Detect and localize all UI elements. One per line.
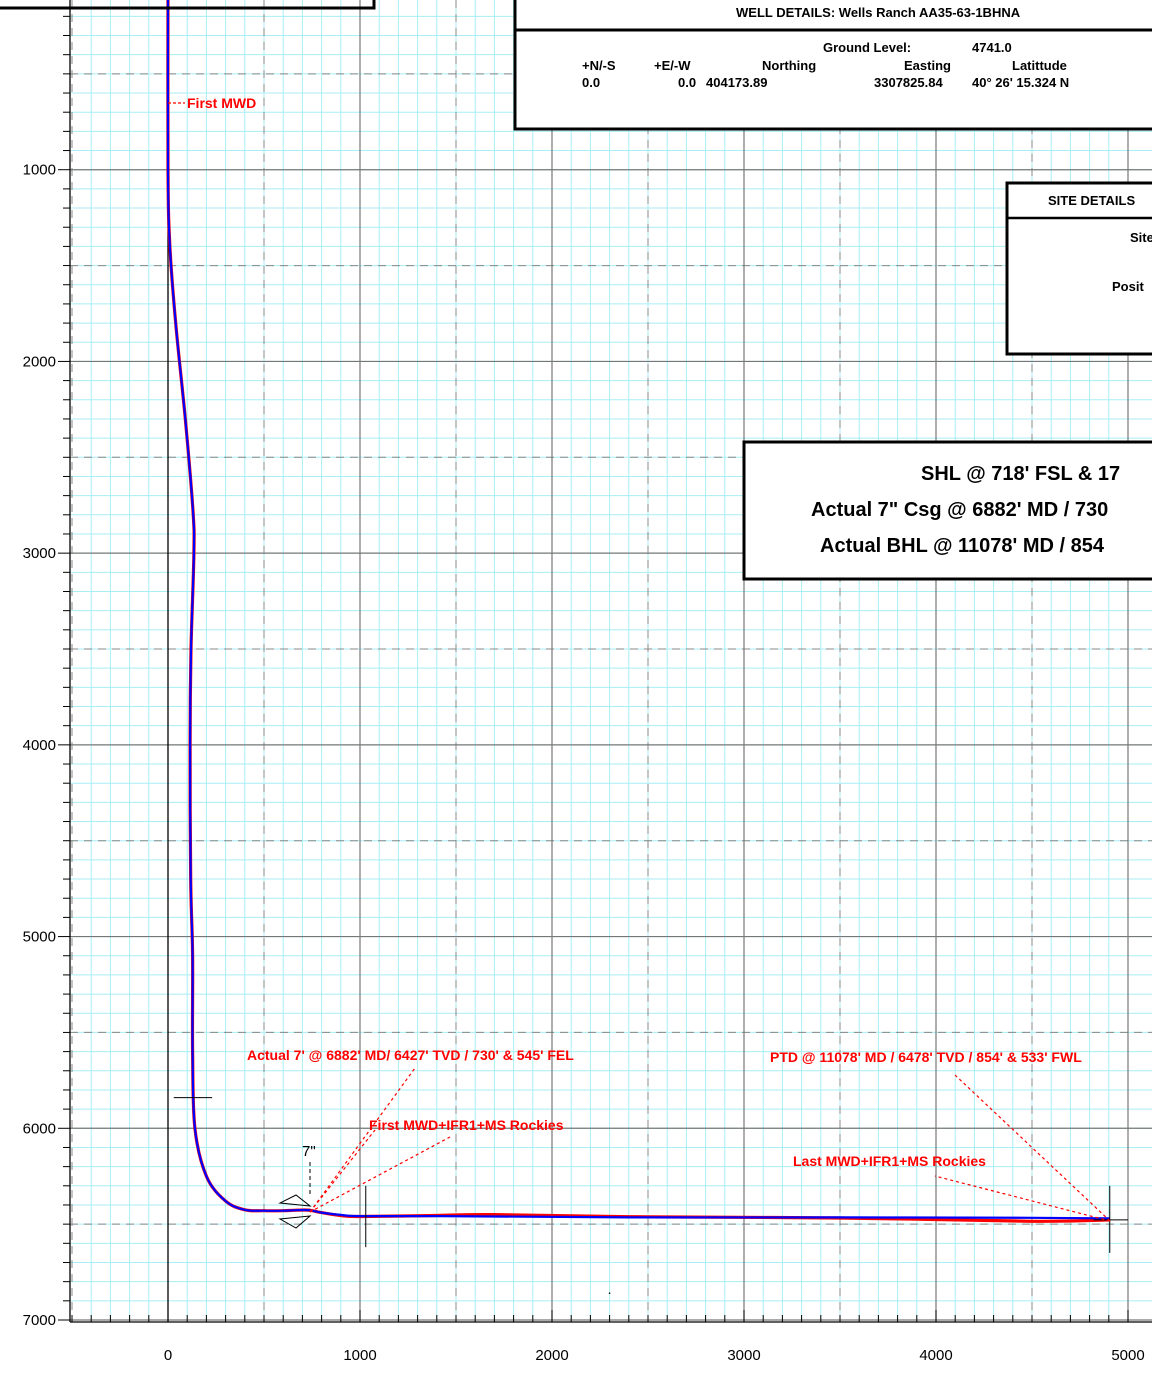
- y-tick-label: 6000: [23, 1120, 56, 1137]
- major-grid: [70, 0, 1152, 1322]
- value-northing: 404173.89: [706, 75, 767, 90]
- y-tick-label: 4000: [23, 737, 56, 754]
- y-tick-label: 7000: [23, 1312, 56, 1329]
- header-ew: +E/-W: [654, 58, 691, 73]
- minor-grid: [70, 0, 1152, 1322]
- x-tick-label: 5000: [1111, 1347, 1144, 1364]
- well-details-title: WELL DETAILS: Wells Ranch AA35-63-1BHNA: [736, 5, 1021, 20]
- casing-size-label: 7": [302, 1143, 316, 1160]
- header-easting: Easting: [904, 58, 951, 73]
- annotation-leaders: [309, 1067, 1111, 1222]
- value-latitude: 40° 26' 15.324 N: [972, 75, 1069, 90]
- annotation-first-survey: First MWD+IFR1+MS Rockies: [369, 1117, 564, 1133]
- annotation-first-mwd: First MWD: [187, 95, 256, 111]
- site-details-title: SITE DETAILS: [1048, 193, 1135, 208]
- markers: [173, 1097, 1128, 1294]
- series-1-line: [166, 0, 1110, 1220]
- x-tick-label: 2000: [535, 1347, 568, 1364]
- ground-level-label: Ground Level:: [823, 40, 911, 55]
- site-details-line2: Posit: [1112, 279, 1144, 294]
- header-latitude: Latittude: [1012, 58, 1067, 73]
- site-details-line1: Site: [1130, 230, 1152, 245]
- annotation-ptd: PTD @ 11078' MD / 6478' TVD / 854' & 533…: [770, 1049, 1082, 1065]
- well-details-box: WELL DETAILS: Wells Ranch AA35-63-1BHNA …: [513, 0, 1152, 131]
- x-tick-label: 4000: [919, 1347, 952, 1364]
- x-tick-labels: 0 1000 2000 3000 4000 5000: [164, 1347, 1145, 1364]
- annotation-last-survey: Last MWD+IFR1+MS Rockies: [793, 1153, 986, 1169]
- y-tick-label: 5000: [23, 929, 56, 946]
- location-line1: SHL @ 718' FSL & 17: [921, 463, 1120, 485]
- value-easting: 3307825.84: [874, 75, 943, 90]
- x-tick-label: 0: [164, 1347, 172, 1364]
- ground-level-value: 4741.0: [972, 40, 1012, 55]
- location-box: SHL @ 718' FSL & 17 Actual 7" Csg @ 6882…: [742, 440, 1152, 581]
- annotation-casing-point: Actual 7' @ 6882' MD/ 6427' TVD / 730' &…: [247, 1047, 574, 1063]
- series-lines: [166, 0, 1110, 1223]
- site-details-box: SITE DETAILS Site Posit: [1005, 181, 1152, 356]
- stray-dot: [608, 1292, 611, 1294]
- y-tick-labels: 1000 2000 3000 4000 5000 6000 7000: [23, 162, 56, 1329]
- y-tick-label: 3000: [23, 545, 56, 562]
- header-ns: +N/-S: [582, 58, 616, 73]
- y-tick-label: 1000: [23, 162, 56, 179]
- x-tick-label: 3000: [727, 1347, 760, 1364]
- header-northing: Northing: [762, 58, 816, 73]
- axes: [58, 0, 1152, 1323]
- dashed-grid: [70, 0, 1152, 1322]
- x-tick-label: 1000: [343, 1347, 376, 1364]
- value-ew: 0.0: [678, 75, 696, 90]
- location-line3: Actual BHL @ 11078' MD / 854: [820, 535, 1105, 557]
- value-ns: 0.0: [582, 75, 600, 90]
- location-line2: Actual 7" Csg @ 6882' MD / 730: [811, 499, 1108, 521]
- y-tick-label: 2000: [23, 353, 56, 370]
- casing-symbol: [278, 1162, 312, 1229]
- partial-box-top-left: [0, 0, 376, 10]
